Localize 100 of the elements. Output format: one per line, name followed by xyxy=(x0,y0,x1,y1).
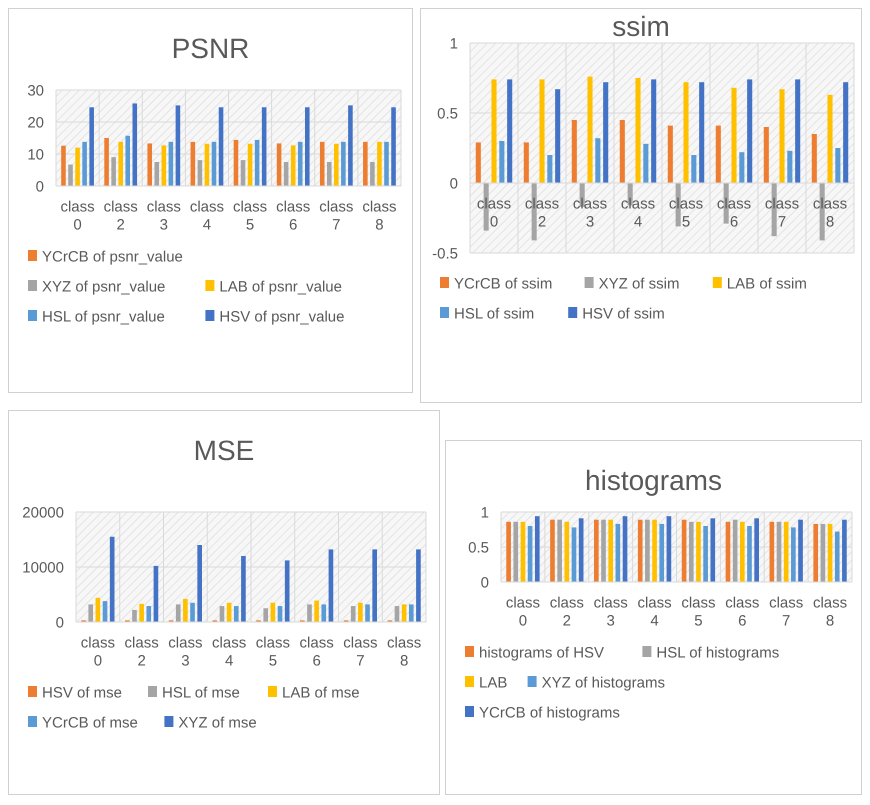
bar xyxy=(68,164,73,186)
bar xyxy=(764,127,769,183)
bar xyxy=(691,155,696,183)
bar xyxy=(234,140,238,186)
bar xyxy=(226,602,232,622)
bar xyxy=(234,606,239,622)
bar xyxy=(506,522,511,582)
bar xyxy=(651,79,656,183)
x-tick-label: class 2 xyxy=(524,195,560,230)
x-tick-label: class 5 xyxy=(256,634,290,670)
x-tick-label: class 5 xyxy=(668,195,704,230)
chart-title: PSNR xyxy=(172,33,250,64)
legend-label: HSV of psnr_value xyxy=(219,308,344,326)
bar xyxy=(278,606,282,622)
bar xyxy=(682,520,686,582)
bar xyxy=(350,606,356,622)
bar xyxy=(204,144,210,186)
bar xyxy=(290,145,296,186)
x-tick-label: class 6 xyxy=(300,634,334,670)
legend-label: HSL of ssim xyxy=(454,305,534,322)
legend-label: YCrCB of ssim xyxy=(454,275,552,292)
bar xyxy=(341,142,346,186)
chart-title: MSE xyxy=(194,435,254,466)
x-tick-label: class 2 xyxy=(104,198,138,234)
bar xyxy=(587,76,593,183)
bar xyxy=(652,520,657,582)
bar xyxy=(843,82,848,183)
bar xyxy=(212,142,216,186)
x-tick-label: class 7 xyxy=(319,198,354,234)
bar xyxy=(635,78,641,183)
bar xyxy=(139,604,144,622)
bar xyxy=(666,516,672,582)
y-tick-label: 0 xyxy=(56,614,64,632)
bar xyxy=(499,141,504,183)
bar xyxy=(747,79,752,183)
bar xyxy=(416,549,421,622)
bar xyxy=(220,606,224,622)
bar xyxy=(75,148,80,186)
x-tick-label: class 5 xyxy=(681,594,716,630)
bar xyxy=(384,142,389,186)
bar xyxy=(326,162,332,186)
y-tick-label: 20 xyxy=(27,114,44,132)
legend-label: HSL of mse xyxy=(162,684,240,702)
y-tick-label: 0 xyxy=(450,175,458,192)
bar xyxy=(564,522,570,582)
x-tick-label: class 2 xyxy=(124,634,159,670)
x-tick-label: class 4 xyxy=(190,198,224,234)
bar xyxy=(703,526,708,582)
bar xyxy=(377,142,382,186)
bar xyxy=(784,522,789,582)
y-tick-label: 10000 xyxy=(22,559,64,576)
bar xyxy=(608,520,614,582)
x-tick-label: class 3 xyxy=(146,198,181,234)
legend-label: HSL of histograms xyxy=(656,644,780,662)
x-tick-label: class 3 xyxy=(168,634,202,670)
bar xyxy=(198,160,202,186)
bar xyxy=(827,94,833,183)
legend-label: HSL of psnr_value xyxy=(42,308,165,326)
bar xyxy=(668,126,673,183)
bar xyxy=(82,142,87,186)
bar xyxy=(812,134,817,183)
bar xyxy=(176,604,181,622)
bar xyxy=(372,549,377,622)
bar xyxy=(595,138,600,183)
x-tick-label: class 6 xyxy=(716,195,752,230)
bar xyxy=(645,520,650,582)
legend-label: LAB xyxy=(479,674,508,692)
bar xyxy=(276,143,282,186)
x-tick-label: class 8 xyxy=(812,594,848,630)
bar xyxy=(88,604,94,622)
bar xyxy=(363,142,368,186)
x-tick-label: class 5 xyxy=(232,198,268,234)
x-tick-label: class 7 xyxy=(764,195,800,230)
y-tick-label: 0 xyxy=(480,574,489,592)
bar xyxy=(162,145,166,186)
legend-label: XYZ of mse xyxy=(178,714,257,732)
legend-label: XYZ of psnr_value xyxy=(42,278,166,296)
bar xyxy=(710,518,716,582)
bar xyxy=(248,144,252,186)
bar xyxy=(111,157,116,186)
bar xyxy=(320,142,325,186)
x-tick-label: class 3 xyxy=(594,594,628,630)
legend-label: LAB of psnr_value xyxy=(219,278,342,296)
bar xyxy=(747,526,752,582)
bar xyxy=(550,520,555,582)
bar xyxy=(572,120,577,183)
bar xyxy=(476,142,481,183)
bar xyxy=(696,522,701,582)
x-tick-label: class 4 xyxy=(637,594,672,630)
x-tick-label: class 0 xyxy=(476,195,512,230)
bar xyxy=(795,79,800,183)
bar xyxy=(622,516,628,582)
bar xyxy=(61,146,66,186)
legend-label: histograms of HSV xyxy=(479,644,604,662)
chart-title: histograms xyxy=(585,465,722,496)
bar xyxy=(770,522,774,582)
bar xyxy=(620,120,625,183)
bar xyxy=(254,140,260,186)
bar xyxy=(683,82,689,183)
bar xyxy=(539,79,545,183)
